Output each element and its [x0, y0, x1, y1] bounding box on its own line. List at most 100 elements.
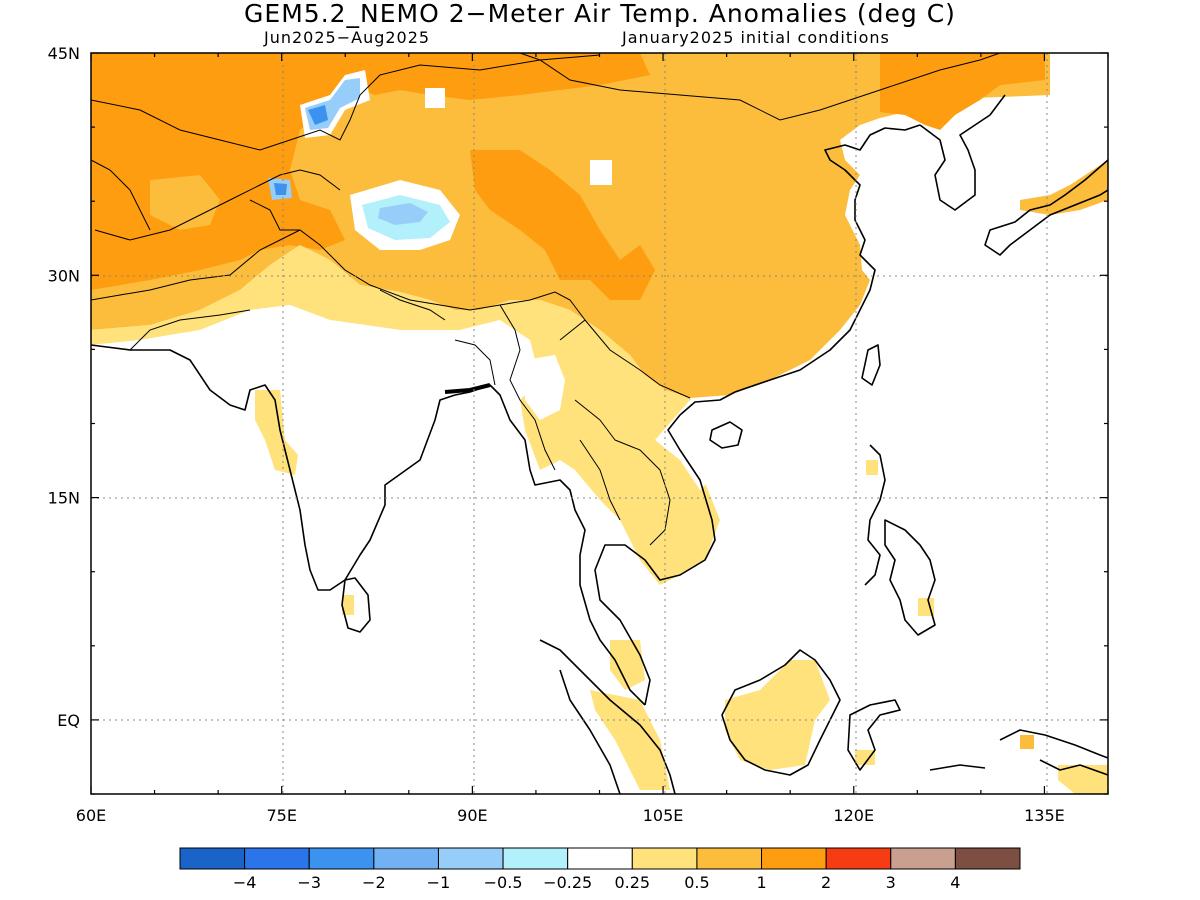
colorbar-label: −3 — [297, 873, 321, 892]
colorbar-swatch — [437, 847, 504, 870]
border-indochina — [574, 399, 671, 546]
coastline-india-west — [91, 344, 456, 591]
colorbar-swatch — [631, 847, 698, 870]
border-kashmir — [249, 199, 300, 231]
anomaly-region-neutral-gap-1 — [425, 88, 445, 108]
anomaly-region-0.25-0.5-gujarat — [255, 390, 298, 475]
lon-tick-label: 60E — [76, 806, 106, 825]
colorbar-label: 3 — [886, 873, 896, 892]
coastline-gulf-of-thailand — [594, 391, 736, 706]
colorbar-swatch — [179, 847, 246, 870]
colorbar-label: −0.5 — [484, 873, 523, 892]
political-borders — [91, 53, 1001, 471]
lon-tick-label: 135E — [1024, 806, 1065, 825]
anomaly-region-1-2-central — [470, 150, 655, 300]
colorbar-labels: −4 −3 −2 −1 −0.5 −0.25 0.25 0.5 1 2 3 4 — [233, 873, 961, 892]
border-mongolia — [519, 53, 1001, 121]
border-iran — [91, 159, 151, 231]
lat-tick-label: 15N — [48, 489, 80, 508]
colorbar-label: −4 — [233, 873, 257, 892]
anomaly-region-0.25-0.5-luzon — [866, 460, 878, 475]
initial-conditions: January2025 initial conditions — [622, 28, 890, 47]
axis-tick-labels: 60E 75E 90E 105E 120E 135E EQ 15N 30N 45N — [48, 44, 1065, 825]
coastline-myanmar-malay-west — [454, 384, 646, 706]
border-thailand — [579, 439, 621, 521]
anomaly-region-0.25-0.5-mindanao — [918, 598, 934, 616]
lon-tick-label: 120E — [833, 806, 874, 825]
border-nepal — [379, 289, 446, 321]
colorbar-swatch — [825, 847, 892, 870]
anomaly-region-1-2-north — [340, 53, 650, 100]
border-central-asia — [91, 54, 601, 151]
anomaly-region-0.5-1-iran — [150, 175, 220, 230]
anomaly-region-0.25-0.5-sulawesi — [855, 750, 875, 765]
lat-tick-label: 30N — [48, 266, 80, 285]
lon-tick-label: 105E — [643, 806, 684, 825]
coastline-hainan — [709, 421, 743, 449]
colorbar-label: −1 — [427, 873, 451, 892]
anomaly-region-neutral-india — [91, 305, 520, 600]
colorbar — [179, 847, 1021, 870]
coastline-sulawesi — [847, 699, 901, 771]
coastline-taiwan — [861, 344, 881, 386]
anomaly-region-neutral-myanmar — [525, 355, 565, 420]
colorbar-label: −0.25 — [543, 873, 592, 892]
gridlines — [91, 53, 1108, 794]
coastlines — [91, 94, 1108, 794]
lat-tick-label: 45N — [48, 44, 80, 63]
colorbar-label: 1 — [756, 873, 766, 892]
anomaly-region-0.25-0.5-sri-lanka — [342, 595, 354, 615]
map-title: GEM5.2_NEMO 2−Meter Air Temp. Anomalies … — [244, 0, 956, 28]
coastline-borneo — [721, 649, 841, 776]
anomaly-fields — [91, 53, 1108, 794]
colorbar-swatch — [761, 847, 827, 870]
anomaly-region-0.25-0.5-sumatra — [590, 690, 670, 790]
colorbar-swatch — [567, 847, 633, 870]
coastline-sri-lanka — [341, 577, 371, 633]
coastline-luzon — [864, 444, 886, 586]
coastline-sumatra-south — [559, 669, 621, 794]
anomaly-region-1-2-new-guinea — [1020, 735, 1034, 749]
anomaly-region-0.25-0.5-new-guinea — [1058, 765, 1108, 794]
border-china-viet — [584, 319, 691, 399]
lon-tick-label: 75E — [266, 806, 296, 825]
colorbar-swatch — [696, 847, 763, 870]
anomaly-region-neg-0.5-tibet — [378, 203, 428, 225]
colorbar-swatch — [502, 847, 569, 870]
lat-tick-label: EQ — [57, 711, 80, 730]
border-myanmar — [499, 304, 556, 471]
ganges-delta — [444, 383, 491, 394]
coastline-japan — [984, 159, 1108, 256]
forecast-period: Jun2025−Aug2025 — [264, 28, 431, 47]
axis-ticks — [90, 52, 1109, 795]
coastline-new-guinea-south — [1039, 759, 1108, 776]
colorbar-label: 4 — [950, 873, 960, 892]
colorbar-swatch — [244, 847, 310, 870]
colorbar-swatch — [954, 847, 1021, 870]
anomaly-region-0.5-1-japan — [1020, 160, 1108, 215]
colorbar-swatch — [308, 847, 375, 870]
anomaly-region-1-2-ne — [880, 53, 1045, 130]
colorbar-label: −2 — [362, 873, 386, 892]
anomaly-region-neutral-gap-2 — [590, 160, 612, 185]
border-india-inner — [129, 309, 251, 351]
anomaly-region-neg-2-kashmir — [274, 183, 287, 195]
anomaly-region-neg-1-tianshan — [308, 105, 328, 125]
lon-tick-label: 90E — [457, 806, 487, 825]
anomaly-region-neutral-indochina-coast — [655, 400, 745, 490]
anomaly-region-0.25-0.5-malay — [610, 640, 645, 690]
coastline-timor — [929, 764, 986, 771]
coastline-south-china — [734, 124, 921, 393]
border-pakistan-afghan — [94, 169, 341, 241]
anomaly-region-1-2-west — [91, 53, 350, 290]
anomaly-region-0.25-0.5-borneo — [725, 660, 830, 770]
coastline-sumatra — [539, 639, 676, 794]
coastline-korea — [919, 94, 1006, 211]
coastline-new-guinea — [999, 729, 1108, 759]
colorbar-swatch — [373, 847, 439, 870]
anomaly-region-0.25-0.5-himalaya — [91, 245, 720, 585]
colorbar-swatch — [890, 847, 956, 870]
colorbar-label: 2 — [821, 873, 831, 892]
coastline-mindanao — [884, 519, 936, 636]
